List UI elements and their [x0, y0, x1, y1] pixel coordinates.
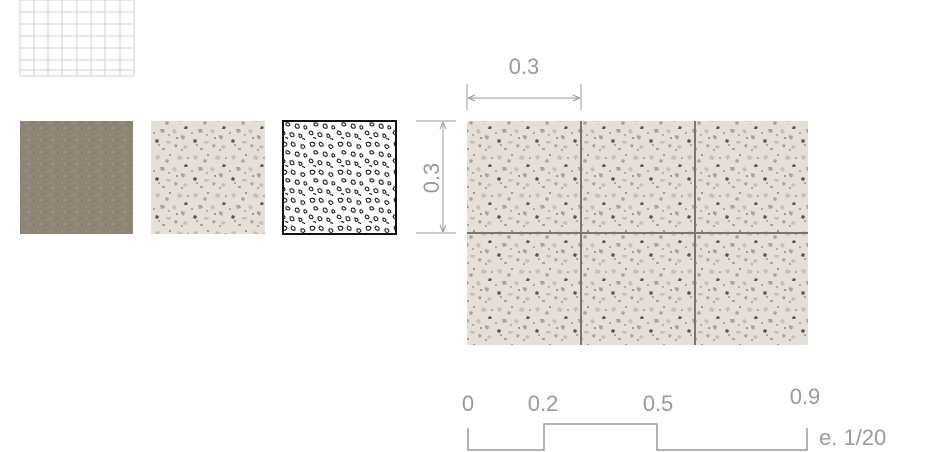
- scale-tick-label: 0.9: [790, 384, 821, 409]
- height-dimension-label: 0.3: [419, 163, 444, 194]
- scale-bar: [467, 423, 808, 451]
- grid-pattern-icon: [19, 0, 135, 77]
- height-dimension: [416, 120, 456, 234]
- width-dimension-label: 0.3: [509, 54, 540, 79]
- scale-tick-label: 0.5: [643, 391, 674, 416]
- photo-texture-swatch: [20, 121, 133, 234]
- terrazzo-tile-grid: [467, 121, 808, 345]
- scale-tick-label: 0.2: [528, 391, 559, 416]
- terrazzo-swatch: [151, 121, 265, 234]
- terrazzo-hatch-swatch: [282, 120, 397, 235]
- scale-tick-label: 0: [462, 391, 474, 416]
- scale-ratio-label: e. 1/20: [819, 425, 886, 450]
- width-dimension: [466, 84, 582, 110]
